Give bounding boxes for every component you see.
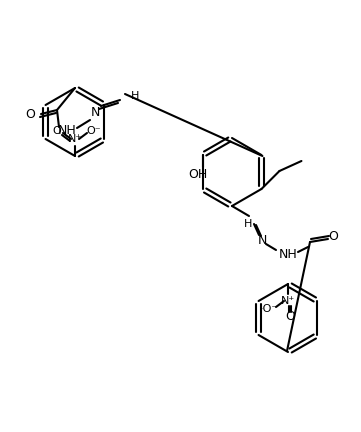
Text: N⁺: N⁺	[281, 296, 295, 306]
Text: O: O	[53, 126, 61, 136]
Text: NH: NH	[58, 124, 77, 137]
Text: N: N	[257, 234, 267, 247]
Text: O: O	[285, 309, 295, 323]
Text: OH: OH	[188, 168, 207, 181]
Text: N: N	[90, 105, 100, 118]
Text: H: H	[131, 91, 139, 101]
Text: ·O⁻: ·O⁻	[260, 304, 278, 314]
Text: H: H	[244, 219, 252, 229]
Text: O: O	[328, 231, 338, 244]
Text: O⁻: O⁻	[87, 126, 101, 136]
Text: O: O	[25, 108, 35, 121]
Text: N⁺: N⁺	[68, 134, 82, 144]
Text: NH: NH	[279, 248, 297, 260]
